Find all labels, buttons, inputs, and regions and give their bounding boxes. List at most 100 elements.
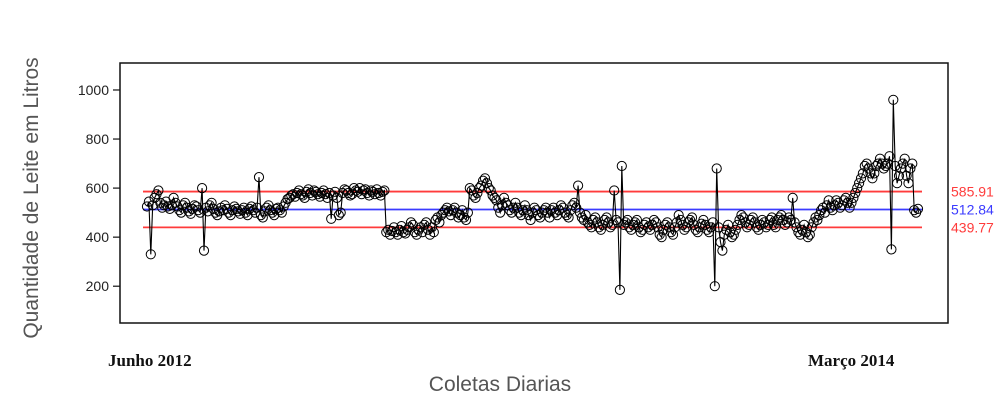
data-point bbox=[804, 229, 815, 240]
data-point bbox=[595, 224, 607, 235]
data-point bbox=[580, 210, 591, 221]
data-point bbox=[614, 284, 626, 295]
data-point bbox=[789, 217, 800, 228]
data-point bbox=[563, 212, 574, 223]
data-point bbox=[462, 207, 473, 218]
data-point bbox=[616, 160, 627, 172]
data-point bbox=[470, 192, 481, 203]
data-point bbox=[912, 203, 924, 214]
data-point bbox=[335, 207, 346, 218]
data-point bbox=[612, 217, 624, 228]
data-point bbox=[869, 168, 880, 179]
data-point bbox=[525, 214, 536, 226]
data-point bbox=[874, 153, 886, 164]
data-point bbox=[766, 212, 777, 223]
plot-frame bbox=[119, 62, 949, 324]
data-point bbox=[747, 212, 758, 223]
data-point bbox=[855, 173, 867, 184]
data-point bbox=[417, 227, 428, 238]
data-point bbox=[865, 168, 876, 179]
data-point bbox=[366, 185, 377, 196]
data-point bbox=[753, 224, 764, 235]
data-point bbox=[605, 222, 616, 233]
data-point bbox=[364, 190, 375, 201]
data-point bbox=[147, 200, 158, 211]
data-point bbox=[846, 197, 857, 208]
data-point bbox=[573, 180, 584, 191]
data-point bbox=[673, 210, 684, 221]
y-tick-label: 600 bbox=[86, 180, 110, 196]
data-point bbox=[770, 222, 781, 233]
data-point bbox=[827, 205, 838, 216]
data-point bbox=[329, 186, 341, 197]
data-point bbox=[861, 158, 872, 169]
data-point bbox=[899, 153, 910, 164]
data-point bbox=[540, 202, 551, 213]
data-point bbox=[333, 210, 344, 221]
x-range-start-label: Junho 2012 bbox=[108, 351, 192, 370]
data-point bbox=[153, 185, 164, 196]
data-point bbox=[202, 206, 213, 217]
data-point bbox=[884, 151, 895, 162]
data-point bbox=[893, 170, 905, 181]
data-point bbox=[844, 202, 855, 213]
data-point bbox=[307, 190, 318, 201]
data-point bbox=[667, 229, 679, 240]
data-point bbox=[143, 196, 154, 207]
data-point bbox=[652, 222, 663, 233]
data-point bbox=[460, 214, 472, 226]
data-point bbox=[449, 202, 460, 213]
y-axis-title: Quantidade de Leite em Litros bbox=[20, 57, 43, 338]
y-tick-label: 800 bbox=[86, 131, 110, 147]
data-point bbox=[882, 158, 893, 169]
y-tick-label: 200 bbox=[86, 278, 110, 294]
data-point bbox=[730, 224, 741, 235]
data-point bbox=[850, 187, 861, 199]
data-point bbox=[348, 183, 360, 194]
data-point bbox=[274, 205, 285, 216]
data-point bbox=[495, 207, 506, 218]
data-point bbox=[645, 224, 656, 235]
data-point bbox=[717, 245, 728, 256]
data-point bbox=[903, 178, 914, 189]
data-point bbox=[569, 197, 580, 208]
data-point bbox=[888, 94, 899, 105]
data-point bbox=[905, 163, 916, 174]
data-point bbox=[392, 229, 403, 240]
data-point bbox=[253, 172, 265, 183]
y-axis: 200 400 600 800 1000 bbox=[78, 82, 120, 294]
data-point bbox=[255, 210, 266, 221]
data-point bbox=[141, 201, 153, 212]
data-point bbox=[852, 183, 863, 194]
data-point bbox=[692, 227, 703, 238]
series-line bbox=[146, 99, 919, 290]
data-point bbox=[656, 232, 667, 243]
data-point bbox=[854, 178, 865, 189]
data-point bbox=[479, 173, 491, 184]
reference-value-label: 439.77 bbox=[951, 219, 994, 235]
data-point bbox=[157, 202, 168, 213]
data-series bbox=[141, 94, 924, 295]
data-point bbox=[867, 173, 878, 184]
data-point bbox=[711, 163, 722, 174]
data-point bbox=[519, 200, 531, 211]
data-point bbox=[204, 200, 215, 211]
data-point bbox=[709, 281, 720, 292]
data-point bbox=[732, 219, 743, 230]
data-point bbox=[799, 219, 810, 230]
data-point bbox=[705, 222, 717, 233]
data-point bbox=[713, 222, 724, 233]
data-point bbox=[631, 214, 643, 226]
data-point bbox=[650, 217, 662, 228]
data-point bbox=[802, 232, 814, 243]
data-point bbox=[428, 227, 439, 238]
x-axis-title: Coletas Diarias bbox=[429, 373, 571, 396]
data-point bbox=[806, 222, 817, 233]
data-point bbox=[704, 227, 715, 238]
data-point bbox=[776, 210, 787, 221]
data-point bbox=[812, 214, 823, 226]
data-point bbox=[198, 245, 210, 256]
reference-value-label: 585.91 bbox=[951, 184, 994, 200]
